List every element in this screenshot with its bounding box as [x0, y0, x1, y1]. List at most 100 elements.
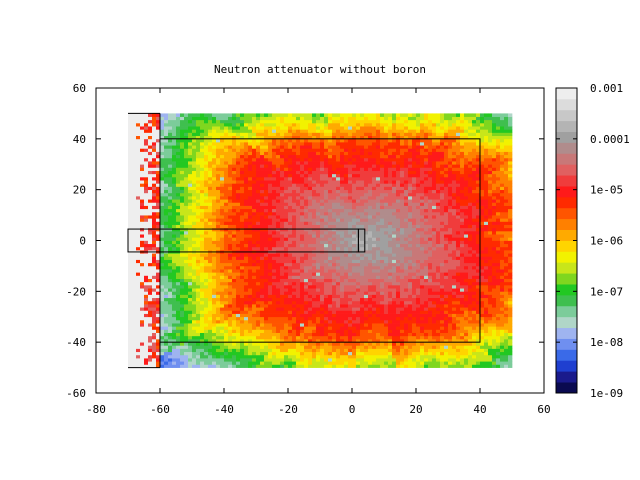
heatmap-cell	[324, 361, 329, 365]
heatmap-cell	[192, 323, 197, 327]
heatmap-cell	[208, 351, 213, 356]
heatmap-cell	[172, 262, 177, 267]
heatmap-cell	[224, 281, 229, 286]
heatmap-cell	[352, 329, 357, 333]
heatmap-cell	[272, 126, 277, 130]
heatmap-cell	[272, 319, 277, 324]
heatmap-cell	[176, 332, 181, 337]
heatmap-cell	[300, 183, 305, 187]
heatmap-cell	[228, 291, 233, 295]
heatmap-cell	[216, 253, 221, 257]
heatmap-cell	[228, 170, 233, 175]
heatmap-cell	[208, 364, 213, 368]
heatmap-cell	[272, 208, 277, 213]
heatmap-cell	[232, 208, 237, 213]
heatmap-cell	[352, 230, 357, 235]
heatmap-cell	[316, 354, 321, 359]
heatmap-cell	[176, 265, 181, 270]
heatmap-cell	[320, 319, 325, 324]
heatmap-cell	[260, 208, 265, 213]
heatmap-cell	[224, 202, 229, 206]
heatmap-cell	[352, 196, 357, 200]
heatmap-cell	[372, 180, 377, 184]
heatmap-cell	[280, 154, 285, 159]
heatmap-cell	[336, 180, 341, 184]
heatmap-cell	[280, 259, 285, 264]
heatmap-cell	[324, 196, 329, 200]
heatmap-cell	[368, 176, 373, 181]
heatmap-cell	[160, 224, 165, 229]
heatmap-cell	[148, 196, 153, 200]
heatmap-cell	[356, 272, 361, 276]
heatmap-cell	[196, 326, 201, 330]
heatmap-cell	[152, 161, 157, 165]
heatmap-cell	[344, 300, 349, 305]
heatmap-cell	[352, 275, 357, 279]
heatmap-cell	[144, 161, 149, 165]
heatmap-cell	[340, 202, 345, 206]
heatmap-cell	[364, 358, 369, 362]
heatmap-cell	[148, 234, 153, 238]
heatmap-cell	[340, 148, 345, 152]
heatmap-cell	[360, 342, 365, 346]
heatmap-cell	[188, 278, 193, 283]
heatmap-cell	[236, 230, 241, 235]
heatmap-cell	[256, 170, 261, 175]
heatmap-cell	[200, 310, 205, 314]
heatmap-cell	[184, 189, 189, 194]
heatmap-cell	[276, 364, 281, 368]
heatmap-cell	[340, 291, 345, 295]
heatmap-cell	[288, 126, 293, 130]
heatmap-cell	[296, 205, 301, 210]
heatmap-cell	[200, 269, 205, 273]
heatmap-cell	[304, 113, 309, 117]
heatmap-cell	[256, 189, 261, 194]
heatmap-cell	[268, 310, 273, 314]
heatmap-cell	[336, 316, 341, 321]
heatmap-cell	[244, 202, 249, 206]
heatmap-cell	[168, 348, 173, 353]
heatmap-cell	[160, 351, 165, 356]
heatmap-cell	[256, 319, 261, 324]
heatmap-cell	[288, 304, 293, 308]
heatmap-cell	[204, 176, 209, 181]
heatmap-cell	[268, 230, 273, 235]
heatmap-cell	[352, 310, 357, 314]
heatmap-cell	[136, 262, 141, 267]
heatmap-cell	[372, 154, 377, 159]
heatmap-cell	[200, 259, 205, 264]
heatmap-cell	[288, 278, 293, 283]
heatmap-cell	[160, 196, 165, 200]
heatmap-cell	[232, 342, 237, 346]
heatmap-cell	[316, 224, 321, 229]
heatmap-cell	[300, 316, 305, 321]
heatmap-cell	[172, 176, 177, 181]
heatmap-cell	[296, 161, 301, 165]
heatmap-cell	[140, 342, 145, 346]
heatmap-cell	[296, 323, 301, 327]
heatmap-cell	[160, 176, 165, 181]
heatmap-cell	[156, 300, 161, 305]
heatmap-cell	[192, 284, 197, 289]
heatmap-cell	[312, 218, 317, 222]
heatmap-cell	[224, 310, 229, 314]
heatmap-cell	[308, 180, 313, 184]
heatmap-cell	[320, 164, 325, 168]
heatmap-cell	[324, 138, 329, 143]
heatmap-cell	[152, 154, 157, 159]
heatmap-cell	[216, 361, 221, 365]
heatmap-cell	[324, 342, 329, 346]
heatmap-cell	[136, 173, 141, 178]
heatmap-cell	[372, 351, 377, 356]
heatmap-cell	[368, 259, 373, 264]
heatmap-cell	[200, 208, 205, 213]
heatmap-cell	[348, 129, 353, 133]
heatmap-cell	[316, 234, 321, 238]
heatmap-cell	[276, 310, 281, 314]
heatmap-cell	[220, 186, 225, 191]
heatmap-cell	[192, 164, 197, 168]
heatmap-cell	[268, 329, 273, 333]
heatmap-cell	[168, 230, 173, 235]
heatmap-cell	[324, 173, 329, 178]
heatmap-cell	[312, 335, 317, 340]
